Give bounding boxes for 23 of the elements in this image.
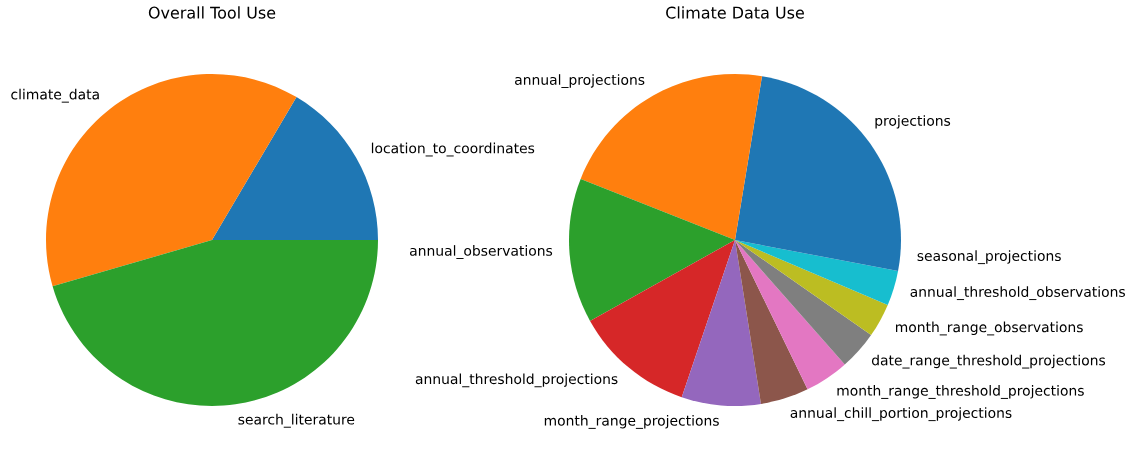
slice-label: annual_observations <box>410 245 553 259</box>
slice-label: month_range_observations <box>896 321 1083 336</box>
pie-slice <box>681 240 761 406</box>
pie-slice <box>735 240 888 336</box>
slice-label: month_range_threshold_projections <box>837 385 1084 399</box>
chart-title: Overall Tool Use <box>148 6 276 19</box>
slice-label: month_range_projections <box>544 415 719 429</box>
pie-slice <box>735 240 899 305</box>
slice-label: seasonal_projections <box>917 250 1061 265</box>
slice-label: annual_chill_portion_projections <box>790 407 1012 422</box>
slice-label: search_literature <box>238 413 355 428</box>
slice-label: annual_projections <box>515 74 645 89</box>
pie-slice <box>52 240 378 406</box>
slice-label: location_to_coordinates <box>371 142 535 157</box>
slice-label: projections <box>875 115 951 129</box>
pie-slice <box>735 240 808 404</box>
slice-label: annual_threshold_projections <box>415 373 618 388</box>
slice-label: date_range_threshold_projections <box>871 354 1106 369</box>
chart-title: Climate Data Use <box>666 6 804 19</box>
pie-slice <box>735 240 872 365</box>
pie-slice <box>569 178 735 321</box>
slice-label: climate_data <box>11 88 99 103</box>
slice-label: annual_threshold_observations <box>910 286 1125 301</box>
